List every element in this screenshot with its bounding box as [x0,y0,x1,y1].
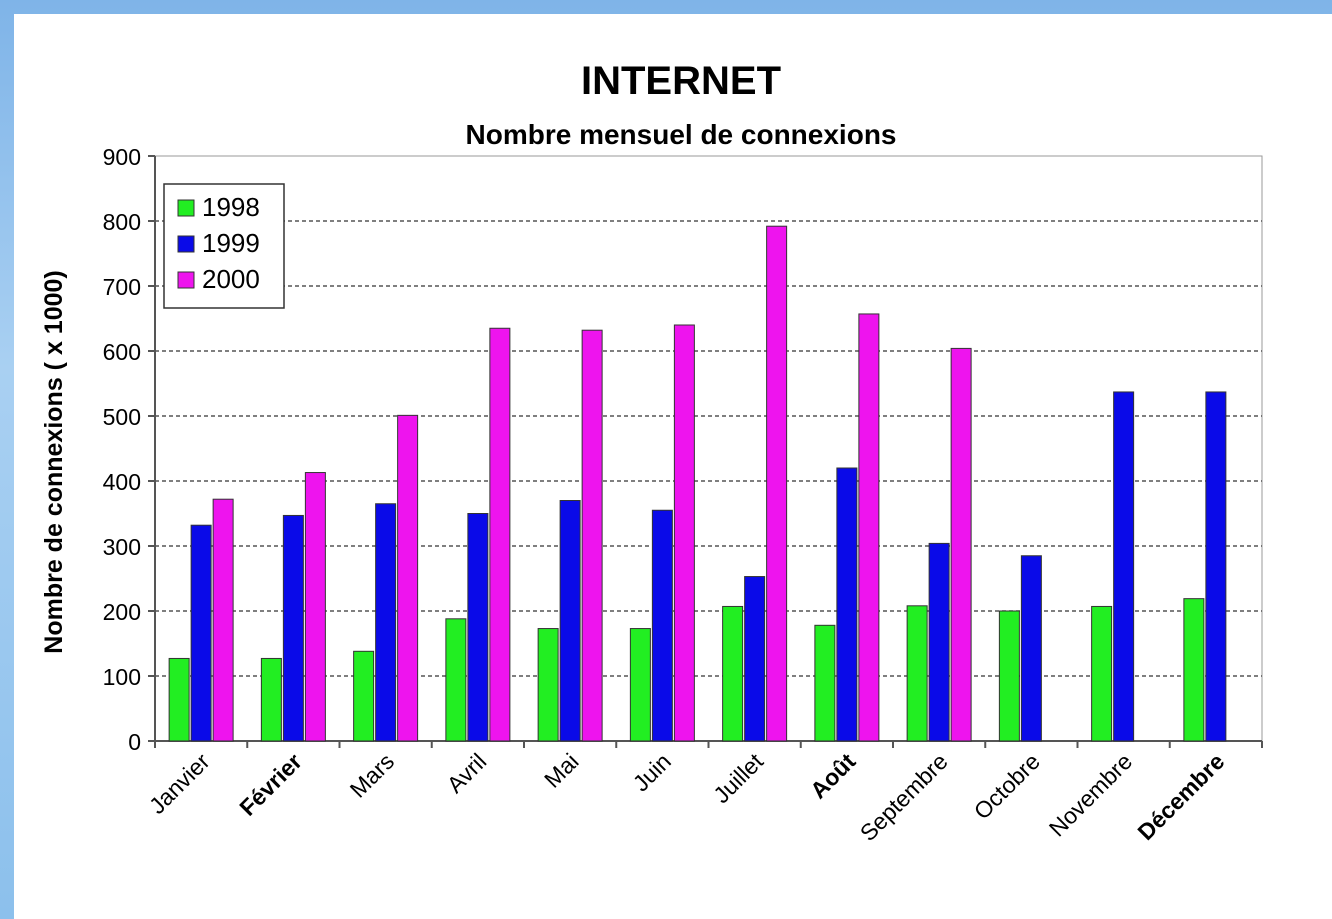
bar-1999-Mars [375,503,397,742]
x-tick-label: Mai [539,748,584,793]
y-tick-label: 900 [103,144,141,170]
y-tick-label: 100 [103,664,141,690]
legend-swatch-1999 [177,235,195,253]
x-tick-label: Septembre [855,748,953,846]
bar-1998-Mars [353,650,375,742]
bar-chart: INTERNET Nombre mensuel de connexions No… [40,59,1263,846]
bar-2000-Janvier [212,498,234,742]
bar-1999-Juillet [744,576,766,742]
x-tick-label: Mars [345,748,400,803]
bar-1999-Août [836,467,858,742]
bar-2000-Juin [673,324,695,742]
x-tick-label: Décembre [1132,748,1229,845]
bar-2000-Août [858,313,880,742]
chart-subtitle: Nombre mensuel de connexions [466,119,897,150]
y-tick-label: 800 [103,209,141,235]
bar-1998-Juin [629,628,651,742]
y-tick-label: 600 [103,339,141,365]
bar-1998-Mai [537,628,559,742]
bar-1998-Février [260,657,282,742]
x-tick-label: Juillet [708,748,768,808]
bar-2000-Septembre [950,347,972,742]
bar-1998-Avril [445,618,467,742]
y-tick-label: 300 [103,534,141,560]
legend-swatch-1998 [177,199,195,217]
bar-1999-Septembre [928,542,950,742]
x-tick-label: Août [805,748,861,804]
bar-1999-Janvier [190,524,212,742]
bar-2000-Avril [489,327,511,742]
x-tick-label: Février [234,748,307,821]
y-tick-label: 700 [103,274,141,300]
bar-1998-Novembre [1091,605,1113,742]
legend-label-1999: 1999 [202,228,260,258]
bar-1998-Juillet [722,605,744,742]
bar-2000-Février [304,472,326,742]
bar-2000-Juillet [766,225,788,742]
bar-1999-Juin [651,509,673,742]
x-tick-label: Janvier [144,748,215,819]
y-tick-label: 400 [103,469,141,495]
bar-1998-Août [814,624,836,742]
bar-1999-Novembre [1113,391,1135,742]
bar-1998-Octobre [998,610,1020,742]
legend-label-2000: 2000 [202,264,260,294]
y-tick-label: 200 [103,599,141,625]
y-axis-label: Nombre de connexions ( x 1000) [40,270,68,653]
bar-1998-Septembre [906,605,928,742]
chart-title: INTERNET [581,59,781,103]
plot-area: 0 100 200 300 400 500 600 700 800 900 Janvier Févri… [103,144,1263,846]
bar-1999-Octobre [1020,555,1042,742]
x-tick-label: Octobre [969,748,1045,824]
y-tick-label: 500 [103,404,141,430]
bar-1999-Décembre [1205,391,1227,742]
x-tick-label: Novembre [1044,748,1137,841]
bar-2000-Mars [397,414,419,742]
bar-1999-Avril [467,513,489,742]
x-tick-label: Avril [442,748,492,798]
y-tick-label: 0 [128,729,141,755]
legend-label-1998: 1998 [202,192,260,222]
chart-panel: INTERNET Nombre mensuel de connexions No… [14,14,1332,919]
bar-1998-Décembre [1183,598,1205,742]
bar-1999-Février [282,514,304,742]
legend: 1998 1999 2000 [163,183,285,309]
bar-1998-Janvier [168,657,190,742]
bar-2000-Mai [581,329,603,742]
legend-swatch-2000 [177,271,195,289]
bar-1999-Mai [559,500,581,742]
x-tick-label: Juin [628,748,676,796]
